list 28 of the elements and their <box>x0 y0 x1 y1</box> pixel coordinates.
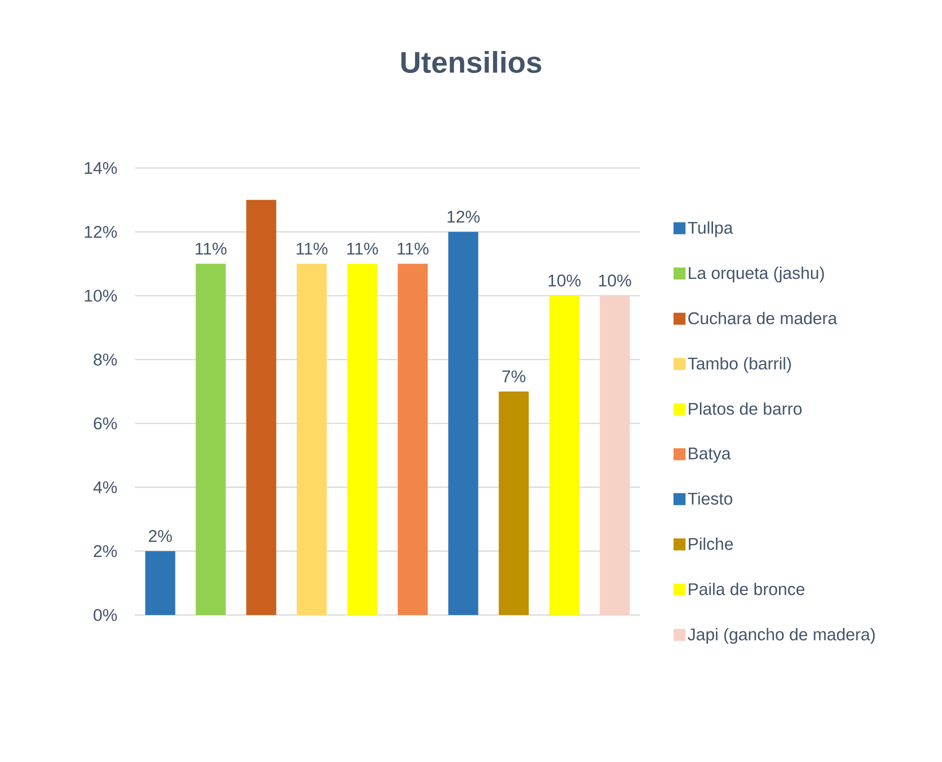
y-tick-label: 10% <box>84 290 117 302</box>
legend-label: Japi (gancho de madera) <box>688 628 875 644</box>
data-label: 10% <box>548 274 581 287</box>
chart-title: Utensilios <box>401 51 542 73</box>
legend-label: Tambo (barril) <box>688 357 791 373</box>
y-tick-label: 14% <box>84 162 117 174</box>
legend-label: Platos de barro <box>688 402 802 415</box>
y-tick-label: 6% <box>94 417 117 430</box>
y-tick-label: 4% <box>93 481 117 494</box>
data-label: 11% <box>398 242 428 255</box>
y-tick-label: 2% <box>94 545 117 558</box>
data-label: 7% <box>502 370 526 382</box>
data-label: 11% <box>296 242 328 255</box>
y-tick-label: 8% <box>94 354 117 366</box>
legend-label: Cuchara de madera <box>688 312 838 324</box>
legend-label: Pilche <box>688 538 733 550</box>
data-label: 2% <box>148 530 172 542</box>
legend-label: Paila de bronce <box>688 582 804 596</box>
data-label: 11% <box>196 242 226 255</box>
legend-label: Tullpa <box>688 221 733 238</box>
legend-label: Batya <box>688 448 731 463</box>
data-label: 11% <box>347 242 378 255</box>
y-tick-label: 12% <box>84 226 117 238</box>
y-tick-label: 0% <box>94 609 117 621</box>
legend-label: Tiesto <box>688 492 732 505</box>
data-label: 12% <box>448 210 480 223</box>
data-label: 10% <box>599 274 632 287</box>
legend-label: La orqueta (jashu) <box>688 266 824 282</box>
